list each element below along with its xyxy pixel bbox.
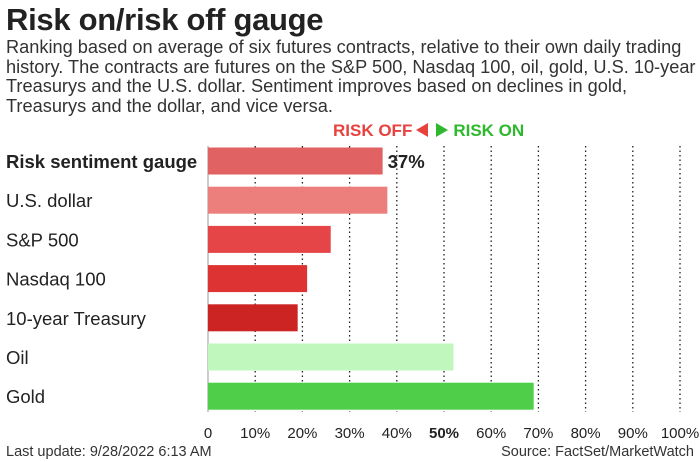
source-note: Source: FactSet/MarketWatch xyxy=(501,444,694,460)
arrow-left-icon xyxy=(416,123,429,137)
category-label: S&P 500 xyxy=(6,229,79,250)
x-tick-label: 100% xyxy=(661,425,699,442)
category-label: Nasdaq 100 xyxy=(6,269,106,290)
category-label: Oil xyxy=(6,347,29,368)
category-label: Risk sentiment gauge xyxy=(6,151,197,172)
bar xyxy=(208,265,308,293)
category-label: Gold xyxy=(6,386,45,407)
chart-subtitle: Ranking based on average of six futures … xyxy=(6,37,696,116)
risk-off-label: RISK OFF xyxy=(333,121,413,140)
bar xyxy=(208,304,298,332)
category-label: U.S. dollar xyxy=(6,190,92,211)
x-tick-label: 30% xyxy=(335,425,365,442)
category-label: 10-year Treasury xyxy=(6,308,147,329)
bar xyxy=(208,382,534,410)
arrow-right-icon xyxy=(436,123,449,137)
bar xyxy=(208,147,383,175)
last-update: Last update: 9/28/2022 6:13 AM xyxy=(6,444,212,460)
x-tick-label: 20% xyxy=(287,425,317,442)
x-tick-label: 40% xyxy=(382,425,412,442)
chart-title: Risk on/risk off gauge xyxy=(6,2,324,37)
x-tick-label: 60% xyxy=(476,425,506,442)
x-tick-label: 50% xyxy=(429,425,459,442)
value-label: 37% xyxy=(388,151,425,172)
bar xyxy=(208,225,331,253)
x-tick-label: 10% xyxy=(240,425,270,442)
bar xyxy=(208,186,388,214)
x-tick-label: 70% xyxy=(523,425,553,442)
bar xyxy=(208,343,454,371)
risk-legend: RISK OFF RISK ON xyxy=(333,121,524,141)
x-tick-label: 90% xyxy=(618,425,648,442)
risk-on-label: RISK ON xyxy=(453,121,525,140)
x-tick-label: 80% xyxy=(571,425,601,442)
x-tick-label: 0 xyxy=(204,425,212,442)
